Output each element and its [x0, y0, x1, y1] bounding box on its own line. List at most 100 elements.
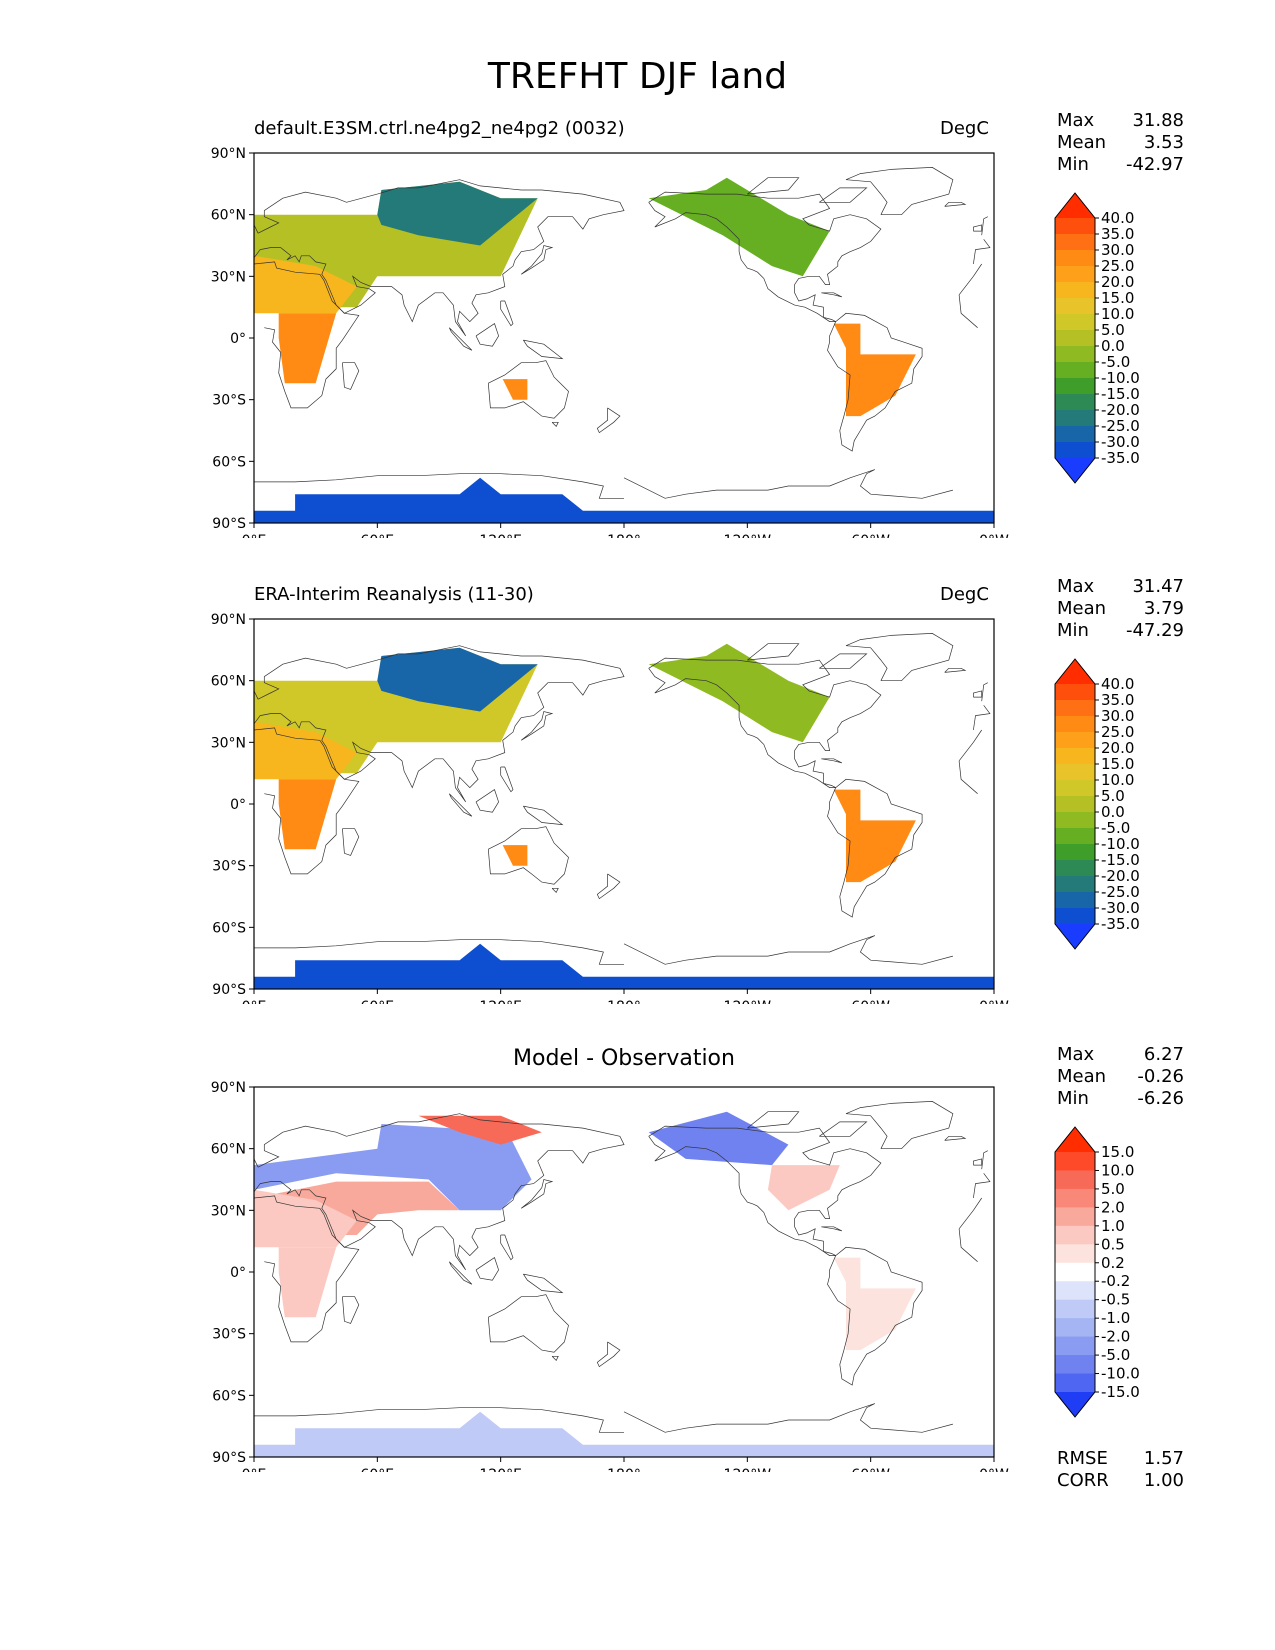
cb-main1-swatch — [1055, 426, 1095, 443]
corr-label: CORR — [1057, 1470, 1109, 1491]
obs-coastline — [448, 793, 473, 817]
diff-coastline — [487, 1294, 569, 1353]
obs-coastline — [827, 778, 923, 918]
cb-main1-swatch — [1055, 394, 1095, 411]
obs-coastline — [342, 828, 360, 856]
obs-coastline — [623, 935, 953, 965]
model-coastline — [944, 201, 967, 207]
cb-diff-label: 10.0 — [1101, 1161, 1134, 1179]
obs-coastline — [819, 653, 868, 669]
model-coastline — [973, 239, 991, 265]
map-model: 90°N 60°N 30°N 0° 30°S 60°S 90°S0°E 60°E 120°E 18… — [211, 146, 1009, 538]
cb-main1-swatch — [1055, 282, 1095, 299]
mean-value: 3.79 — [1143, 598, 1184, 619]
min-label: Min — [1057, 154, 1089, 175]
obs-coastline — [253, 727, 360, 875]
diff-coastline — [520, 1179, 554, 1209]
panel-diff-metrics: RMSE 1.57 CORR 1.00 — [1057, 1448, 1184, 1492]
cb-main2-swatch — [1055, 876, 1095, 893]
cb-main2-label: 15.0 — [1101, 755, 1134, 773]
diff-coastline — [623, 1403, 953, 1433]
model-coastline — [827, 312, 923, 452]
min-value: -6.26 — [1137, 1088, 1184, 1109]
cb-main2-arrow-top — [1055, 659, 1095, 684]
cb-diff-label: -2.0 — [1101, 1328, 1130, 1346]
obs-frame — [253, 618, 995, 990]
model-coastline — [648, 191, 882, 322]
model-coastline — [520, 245, 554, 275]
cb-diff-swatch — [1055, 1225, 1095, 1245]
obs-lat-label: 0° — [230, 797, 246, 813]
map-obs: 90°N 60°N 30°N 0° 30°S 60°S 90°S0°E 60°E 120°E 18… — [211, 612, 1009, 1004]
diff-region-eurasia-north — [254, 1124, 532, 1211]
diff-coastline — [253, 1195, 360, 1343]
obs-lon-label: 0°W — [979, 999, 1009, 1004]
obs-lat-label: 60°N — [211, 674, 246, 690]
model-lon-label: 0°E — [242, 533, 267, 538]
model-lat-label: 30°N — [211, 269, 246, 285]
model-coastline — [623, 469, 953, 499]
cb-diff-label: 0.5 — [1101, 1235, 1125, 1253]
cb-main1-label: -10.0 — [1101, 369, 1140, 387]
model-lat-label: 60°S — [212, 454, 246, 470]
diff-coastline — [475, 1257, 499, 1281]
cb-main1-label: -25.0 — [1101, 417, 1140, 435]
diff-fill-group — [254, 1111, 994, 1457]
panel-model: default.E3SM.ctrl.ne4pg2_ne4pg2 (0032) D… — [0, 110, 1275, 588]
cb-main2-swatch — [1055, 764, 1095, 781]
cb-diff-swatch — [1055, 1299, 1095, 1319]
diff-lat-label: 60°S — [212, 1388, 246, 1404]
model-region-n-america — [648, 177, 830, 277]
max-label: Max — [1057, 1044, 1095, 1065]
cb-main1-label: 35.0 — [1101, 225, 1134, 243]
cb-main1-swatch — [1055, 362, 1095, 379]
cb-main2-label: 0.0 — [1101, 803, 1125, 821]
model-coastline — [500, 300, 514, 327]
model-coastline — [821, 292, 843, 298]
mean-label: Mean — [1057, 598, 1107, 619]
cb-main1-swatch — [1055, 442, 1095, 459]
diff-lon-label: 0°W — [979, 1467, 1009, 1472]
cb-main1-arrow-bottom — [1055, 458, 1095, 483]
obs-lon-label: 60°W — [851, 999, 890, 1004]
cb-main2-label: -35.0 — [1101, 915, 1140, 933]
model-coastline — [845, 167, 954, 216]
cb-diff-label: -15.0 — [1101, 1383, 1140, 1401]
diff-lat-label: 30°S — [212, 1327, 246, 1343]
panel-diff-title: Model - Observation — [513, 1046, 735, 1071]
model-region-antarctica — [254, 477, 994, 523]
model-coastline — [475, 323, 499, 347]
cb-main1-swatch — [1055, 330, 1095, 347]
cb-diff-label: -5.0 — [1101, 1346, 1130, 1364]
diff-lat-label: 90°S — [212, 1450, 246, 1466]
diff-lat-label: 0° — [230, 1265, 246, 1281]
model-coastline — [253, 224, 259, 234]
obs-lat-label: 30°N — [211, 735, 246, 751]
cb-diff-label: -10.0 — [1101, 1365, 1140, 1383]
cb-main1-label: 40.0 — [1101, 209, 1134, 227]
max-value: 31.47 — [1132, 576, 1184, 597]
model-coastline — [253, 261, 360, 409]
min-value: -47.29 — [1125, 620, 1184, 641]
cb-main2-swatch — [1055, 892, 1095, 909]
diff-lat-label: 60°N — [211, 1142, 246, 1158]
obs-coastline — [958, 729, 982, 762]
diff-coastline — [821, 1226, 843, 1232]
diff-coastline — [827, 1246, 923, 1386]
model-lon-label: 0°W — [979, 533, 1009, 538]
model-coastline — [958, 294, 978, 328]
obs-coastline — [596, 873, 621, 900]
diff-coastline — [253, 1113, 625, 1271]
cb-main2-label: -20.0 — [1101, 867, 1140, 885]
model-coastline — [487, 360, 569, 419]
model-coastline — [448, 327, 473, 351]
obs-coastline — [500, 766, 514, 793]
cb-diff-swatch — [1055, 1318, 1095, 1338]
obs-coastline — [958, 760, 978, 794]
obs-fill-group — [254, 643, 994, 989]
diff-coastline — [958, 1197, 982, 1230]
diff-region-s-america — [833, 1257, 916, 1351]
figure-title: TREFHT DJF land — [487, 56, 788, 97]
cb-diff-swatch — [1055, 1336, 1095, 1356]
model-lat-label: 60°N — [211, 208, 246, 224]
